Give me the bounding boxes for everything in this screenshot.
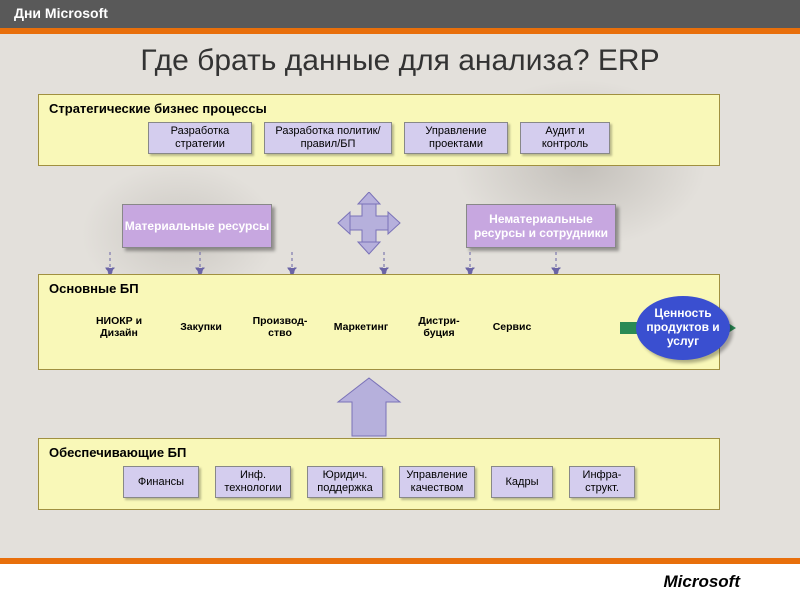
resource-immaterial: Нематериальные ресурсы и сотрудники [466,204,616,248]
value-ellipse: Ценность продуктов и услуг [636,296,730,360]
strategic-box: Аудит и контроль [520,122,610,154]
support-row: Финансы Инф. технологии Юридич. поддержк… [39,460,719,498]
footer: Microsoft [0,564,800,600]
support-box: Юридич. поддержка [307,466,383,498]
strategic-box: Разработка стратегии [148,122,252,154]
chevron-step: Сервис [466,306,548,350]
chevron-label: Маркетинг [318,322,394,334]
support-box: Управление качеством [399,466,475,498]
support-box: Инф. технологии [215,466,291,498]
microsoft-logo: Microsoft [664,572,741,592]
chevron-label: Сервис [477,322,538,334]
header-brand: Дни Microsoft [14,5,108,21]
resource-material: Материальные ресурсы [122,204,272,248]
panel-support: Обеспечивающие БП Финансы Инф. технологи… [38,438,720,510]
strategic-row: Разработка стратегии Разработка политик/… [39,116,719,154]
big-arrow-up-icon [332,376,406,438]
strategic-box: Управление проектами [404,122,508,154]
chevron-label: Производ-ство [228,316,322,339]
support-box: Инфра-структ. [569,466,635,498]
chevron-row: НИОКР и ДизайнЗакупкиПроизвод-ствоМаркет… [64,306,548,350]
support-box: Кадры [491,466,553,498]
chevron-step: Закупки [152,306,240,350]
chevron-step: Маркетинг [310,306,402,350]
header-bar: Дни Microsoft [0,0,800,28]
panel-support-label: Обеспечивающие БП [39,439,719,460]
panel-strategic-label: Стратегические бизнес процессы [39,95,719,116]
chevron-label: НИОКР и Дизайн [64,316,164,339]
chevron-step: Дистри-буция [390,306,478,350]
chevron-step: НИОКР и Дизайн [64,306,164,350]
panel-main-label: Основные БП [39,275,719,296]
chevron-label: Закупки [164,322,228,334]
support-box: Финансы [123,466,199,498]
panel-strategic: Стратегические бизнес процессы Разработк… [38,94,720,166]
strategic-box: Разработка политик/правил/БП [264,122,392,154]
chevron-label: Дистри-буция [390,316,478,339]
chevron-step: Производ-ство [228,306,322,350]
page-title: Где брать данные для анализа? ERP [0,44,800,78]
slide-canvas: Где брать данные для анализа? ERP Страте… [0,34,800,564]
